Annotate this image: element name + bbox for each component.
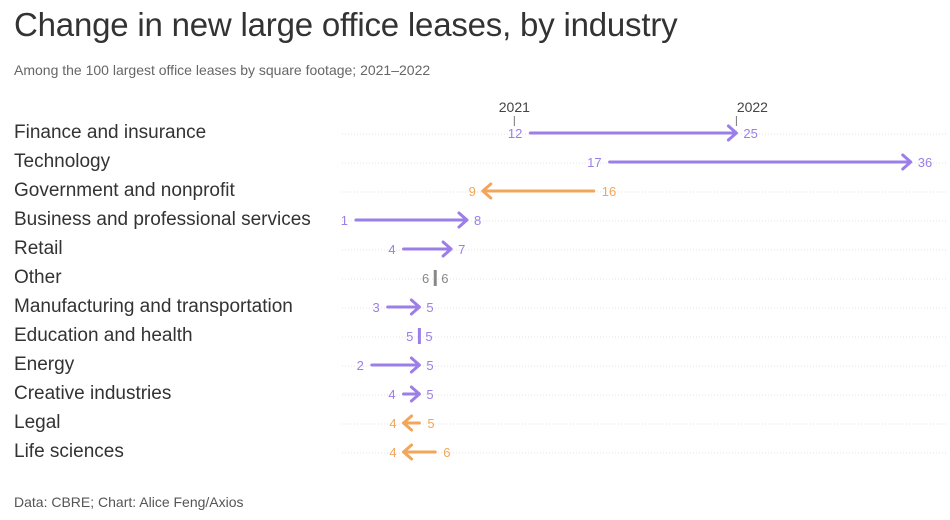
end-value-label: 5 — [425, 329, 432, 344]
category-label: Creative industries — [14, 383, 172, 404]
row-arrow: 54 — [389, 414, 435, 432]
end-value-label: 4 — [389, 416, 396, 431]
start-value-label: 3 — [372, 300, 379, 315]
category-label: Other — [14, 267, 62, 288]
end-value-label: 7 — [458, 242, 465, 257]
category-label: Finance and insurance — [14, 122, 207, 143]
start-value-label: 5 — [406, 329, 413, 344]
category-label: Life sciences — [14, 441, 124, 462]
arrow-head — [441, 240, 453, 258]
end-value-label: 9 — [469, 184, 476, 199]
arrow-head — [409, 356, 421, 374]
end-value-label: 8 — [474, 213, 481, 228]
start-value-label: 2 — [357, 358, 364, 373]
category-label: Government and nonprofit — [14, 180, 235, 201]
source-note: Data: CBRE; Chart: Alice Feng/Axios — [14, 494, 244, 510]
end-value-label: 5 — [426, 300, 433, 315]
legend-start-year: 2021 — [499, 99, 530, 115]
end-value-label: 25 — [743, 126, 757, 141]
category-label: Manufacturing and transportation — [14, 296, 293, 317]
start-value-label: 6 — [443, 445, 450, 460]
category-label: Technology — [14, 151, 111, 172]
start-value-label: 1 — [341, 213, 348, 228]
end-value-label: 4 — [389, 445, 396, 460]
arrow-head — [457, 211, 469, 229]
category-label: Legal — [14, 412, 61, 433]
row-arrow: 12 25 — [508, 124, 758, 142]
start-value-label: 4 — [388, 387, 395, 402]
row-arrow: 16 9 — [469, 182, 616, 200]
start-value-label: 4 — [388, 242, 395, 257]
legend-end-year: 2022 — [737, 99, 768, 115]
end-value-label: 5 — [426, 387, 433, 402]
start-value-label: 16 — [602, 184, 616, 199]
category-label: Retail — [14, 238, 63, 259]
start-value-label: 6 — [422, 271, 429, 286]
category-label: Business and professional services — [14, 209, 311, 230]
arrow-head — [409, 385, 421, 403]
row-arrow: 64 — [389, 443, 450, 461]
category-label: Education and health — [14, 325, 193, 346]
arrow-head — [481, 182, 493, 200]
chart-subtitle: Among the 100 largest office leases by s… — [14, 62, 431, 78]
end-value-label: 6 — [441, 271, 448, 286]
start-value-label: 12 — [508, 126, 522, 141]
arrow-head — [409, 298, 421, 316]
category-label: Energy — [14, 354, 75, 375]
arrow-head — [402, 414, 414, 432]
end-value-label: 36 — [918, 155, 932, 170]
arrow-head — [726, 124, 738, 142]
arrow-head — [901, 153, 913, 171]
start-value-label: 17 — [587, 155, 601, 170]
chart-title: Change in new large office leases, by in… — [14, 6, 678, 43]
row-arrow: 17 36 — [587, 153, 932, 171]
end-value-label: 5 — [426, 358, 433, 373]
start-value-label: 5 — [427, 416, 434, 431]
arrow-head — [402, 443, 414, 461]
